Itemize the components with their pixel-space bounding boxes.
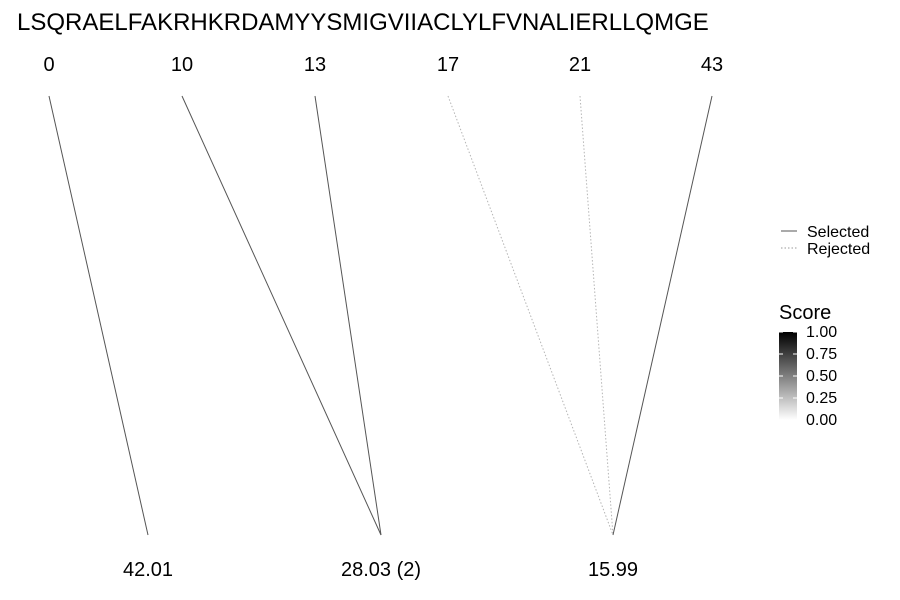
position-label: 13	[304, 54, 326, 76]
position-label: 17	[437, 54, 459, 76]
score-ticks: 1.00 0.75 0.50 0.25 0.00	[779, 324, 837, 429]
position-label: 21	[569, 54, 591, 76]
score-tick-label: 0.25	[806, 390, 837, 407]
selected-link	[612, 95, 713, 536]
position-label: 43	[701, 54, 723, 76]
result-label: 28.03 (2)	[341, 559, 421, 581]
legend-selected-label: Selected	[807, 224, 869, 241]
result-labels: 42.01 28.03 (2) 15.99	[123, 559, 638, 581]
selected-link	[48, 95, 149, 536]
position-label: 0	[43, 54, 54, 76]
selected-link	[314, 95, 382, 536]
position-label: 10	[171, 54, 193, 76]
linetype-legend: Selected Rejected	[781, 224, 870, 258]
score-tick-label: 0.75	[806, 346, 837, 363]
rejected-link	[579, 95, 614, 536]
score-legend-title: Score	[779, 302, 831, 324]
score-tick-label: 1.00	[806, 324, 837, 341]
score-legend: Score 1.00 0.75 0.50 0.25 0.00	[779, 302, 837, 429]
score-tick-label: 0.50	[806, 368, 837, 385]
rejected-link	[447, 95, 614, 536]
result-label: 42.01	[123, 559, 173, 581]
fragment-links	[48, 95, 713, 536]
score-colorbar	[779, 332, 797, 420]
selected-link	[181, 95, 382, 536]
peptide-sequence: LSQRAELFAKRHKRDAMYYSMIGVIIACLYLFVNALIERL…	[17, 9, 709, 36]
result-label: 15.99	[588, 559, 638, 581]
position-labels: 0 10 13 17 21 43	[43, 54, 723, 76]
legend-rejected-label: Rejected	[807, 241, 870, 258]
score-tick-label: 0.00	[806, 412, 837, 429]
